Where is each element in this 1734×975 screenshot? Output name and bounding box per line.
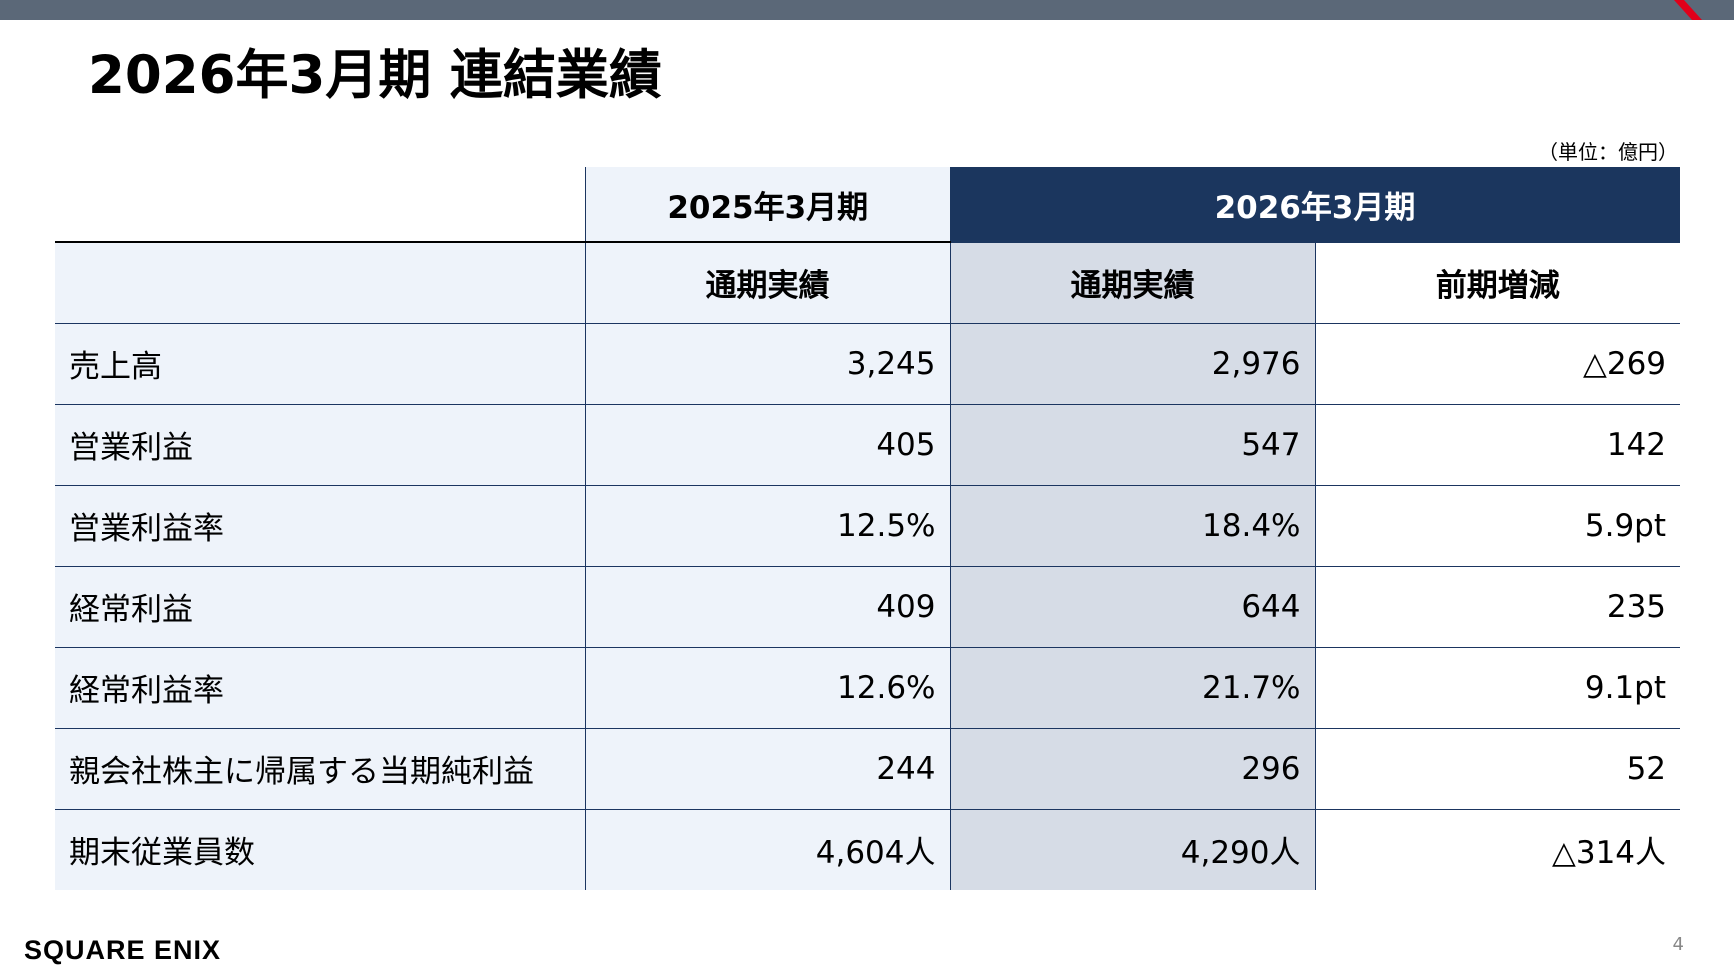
cell-prev: 4,604人 bbox=[584, 809, 950, 890]
row-label: 親会社株主に帰属する当期純利益 bbox=[55, 728, 585, 810]
header-fy2025: 2025年3月期 bbox=[584, 167, 950, 243]
table-header-row-period: 2025年3月期 2026年3月期 bbox=[55, 167, 1681, 243]
header-yoy-change: 前期増減 bbox=[1314, 242, 1681, 324]
cell-cur: 2,976 bbox=[949, 323, 1315, 405]
cell-cur: 644 bbox=[949, 566, 1315, 648]
cell-cur: 4,290人 bbox=[949, 809, 1315, 890]
table-row: 経常利益率 12.6% 21.7% 9.1pt bbox=[55, 647, 1681, 729]
cell-diff: 235 bbox=[1314, 566, 1681, 648]
page-number: 4 bbox=[1672, 934, 1684, 955]
cell-prev: 405 bbox=[584, 404, 950, 486]
cell-diff: 142 bbox=[1314, 404, 1681, 486]
cell-prev: 12.5% bbox=[584, 485, 950, 567]
table-row: 売上高 3,245 2,976 △269 bbox=[55, 323, 1681, 405]
row-label: 営業利益率 bbox=[55, 485, 585, 567]
cell-prev: 244 bbox=[584, 728, 950, 810]
table-row: 経常利益 409 644 235 bbox=[55, 566, 1681, 648]
cell-prev: 12.6% bbox=[584, 647, 950, 729]
cell-cur: 296 bbox=[949, 728, 1315, 810]
table-row: 営業利益 405 547 142 bbox=[55, 404, 1681, 486]
cell-cur: 547 bbox=[949, 404, 1315, 486]
corner-slash-mark bbox=[1674, 0, 1734, 20]
square-enix-logo: SQUARE ENIX bbox=[24, 935, 222, 965]
row-label: 期末従業員数 bbox=[55, 809, 585, 890]
row-label: 経常利益率 bbox=[55, 647, 585, 729]
unit-note: （単位：億円） bbox=[1538, 140, 1678, 164]
cell-diff: 52 bbox=[1314, 728, 1681, 810]
header-blank-cell bbox=[55, 167, 585, 243]
header-cur-actual: 通期実績 bbox=[949, 242, 1315, 324]
row-label: 売上高 bbox=[55, 323, 585, 405]
row-label: 営業利益 bbox=[55, 404, 585, 486]
cell-cur: 18.4% bbox=[949, 485, 1315, 567]
cell-diff: 5.9pt bbox=[1314, 485, 1681, 567]
table-row: 営業利益率 12.5% 18.4% 5.9pt bbox=[55, 485, 1681, 567]
header-fy2026: 2026年3月期 bbox=[950, 167, 1681, 243]
cell-diff: △269 bbox=[1314, 323, 1681, 405]
row-label: 経常利益 bbox=[55, 566, 585, 648]
top-bar bbox=[0, 0, 1734, 20]
cell-prev: 409 bbox=[584, 566, 950, 648]
table-header-row-type: 通期実績 通期実績 前期増減 bbox=[55, 242, 1681, 324]
page-title: 2026年3月期 連結業績 bbox=[88, 45, 662, 106]
table-row: 期末従業員数 4,604人 4,290人 △314人 bbox=[55, 809, 1681, 890]
cell-diff: 9.1pt bbox=[1314, 647, 1681, 729]
cell-diff: △314人 bbox=[1314, 809, 1681, 890]
cell-cur: 21.7% bbox=[949, 647, 1315, 729]
header-label-cell bbox=[55, 242, 585, 324]
cell-prev: 3,245 bbox=[584, 323, 950, 405]
consolidated-results-table: 2025年3月期 2026年3月期 通期実績 通期実績 前期増減 売上高 3,2… bbox=[55, 167, 1681, 890]
header-prev-actual: 通期実績 bbox=[584, 242, 950, 324]
table-row: 親会社株主に帰属する当期純利益 244 296 52 bbox=[55, 728, 1681, 810]
